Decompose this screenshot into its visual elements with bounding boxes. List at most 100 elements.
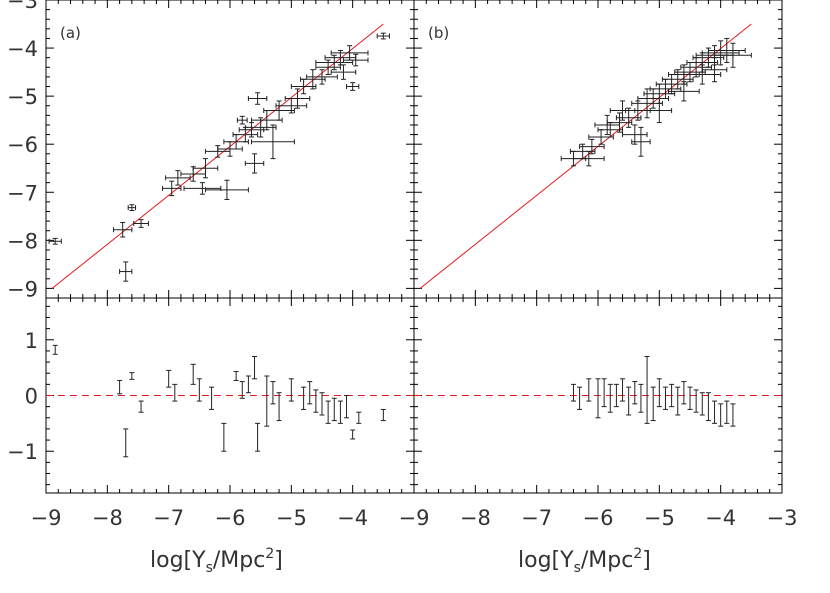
panel-a-residual-point <box>331 397 337 422</box>
panel-a-data-point <box>342 53 369 67</box>
panel-a-residual-point <box>350 429 356 440</box>
axes-text: −9 −8 −7 −6 −5 −4 −3 −1 0 1 −9 −8 −7 −6 −5 −4 −9 −8 −7 −6 −5… <box>7 0 797 530</box>
panel-a-top-plot <box>45 0 415 299</box>
x-tick-label: −6 <box>215 506 246 530</box>
panel-b-residual-point <box>577 386 583 410</box>
panel-a-residual-point <box>255 422 261 452</box>
panel-b-residual-point <box>620 378 626 402</box>
panel-a-data-point <box>244 153 265 174</box>
panel-b-data-point <box>701 57 728 83</box>
panel-b-data-point <box>701 40 740 66</box>
panel-b-residual-point <box>699 392 705 416</box>
y-tick-label: −8 <box>7 229 38 253</box>
x-axis-label-b: log[Ys/Mpc2] <box>518 546 651 576</box>
y-tick-label: −7 <box>7 181 38 205</box>
panel-a-data-point <box>238 122 265 138</box>
panel-a-data-point <box>250 124 295 160</box>
panel-a-residual-point <box>252 356 258 380</box>
panel-a-data-point <box>346 82 360 91</box>
x-tick-label: −9 <box>399 506 430 530</box>
panel-a-residual-point <box>166 369 172 388</box>
panel-b-residual-point <box>626 386 632 416</box>
x-tick-label: −4 <box>705 506 736 530</box>
x-tick-label: −6 <box>583 506 614 530</box>
panel-b-data-point <box>609 100 636 121</box>
y-tick-label: −6 <box>7 133 38 157</box>
panel-b-residual-point <box>613 383 619 408</box>
x-tick-label: −7 <box>153 506 184 530</box>
panel-b-residual-point <box>718 403 724 427</box>
panel-a-data-point <box>247 92 268 105</box>
panel-b-residual-point <box>644 356 650 424</box>
panel-a-data-point <box>376 32 390 40</box>
panel-a-data-point <box>162 180 182 197</box>
x-axis-label-a: log[Ys/Mpc2] <box>150 546 283 576</box>
panel-b-residual-point <box>687 386 693 410</box>
x-tick-label: −3 <box>767 506 798 530</box>
panel-b-data-point <box>668 81 700 102</box>
residual-y-tick-label: 0 <box>25 385 38 409</box>
x-tick-label: −8 <box>92 506 123 530</box>
panel-b-residual-plot <box>413 297 783 494</box>
panel-a-label: (a) <box>60 24 81 42</box>
panel-a-data-point <box>284 88 311 109</box>
panel-a-residual-point <box>301 386 307 410</box>
y-tick-label: −9 <box>7 277 38 301</box>
panel-a-residual-point <box>123 428 129 458</box>
panel-a-residual-point <box>52 344 58 355</box>
panel-a-residual-point <box>264 375 270 427</box>
panel-a-data-point <box>112 222 133 238</box>
panel-a-residual-point <box>344 395 350 419</box>
panel-a-residual-point <box>221 422 227 452</box>
panel-b-residual-point <box>656 378 662 408</box>
panel-b-data-point <box>707 37 746 63</box>
panel-a-data-point <box>244 117 277 138</box>
panel-a-residual-point <box>138 400 144 413</box>
x-tick-label: −7 <box>521 506 552 530</box>
panel-b-residual-point <box>595 378 601 419</box>
panel-b-residual-point <box>712 400 718 424</box>
panel-b-data-point <box>594 114 620 136</box>
panel-a-data-point <box>48 237 62 245</box>
panel-b-data-point <box>661 69 694 90</box>
panel-b-residual-point <box>724 400 730 424</box>
panel-b-data-point <box>579 138 605 155</box>
panel-a-data-point <box>300 69 326 90</box>
panel-a-residual-point <box>319 392 325 416</box>
panel-b-label: (b) <box>428 24 449 42</box>
panel-a-data-point <box>192 158 219 179</box>
panel-a-residual-point <box>325 400 331 424</box>
panel-a-data-point <box>119 261 133 282</box>
panel-b-residual-point <box>693 389 699 413</box>
panel-a-residual-point <box>190 363 196 385</box>
panel-b-residual-point <box>675 386 681 416</box>
y-tick-label: −5 <box>7 85 38 109</box>
panel-b-residual-point <box>586 378 592 402</box>
panel-b-residual-point <box>632 381 638 405</box>
panel-a-residual-point <box>313 389 319 413</box>
residual-y-tick-label: −1 <box>7 440 38 464</box>
x-tick-label: −9 <box>31 506 62 530</box>
panel-a-data-point <box>127 204 137 212</box>
panel-b-data-point <box>615 107 642 128</box>
panel-a-data-point <box>204 179 249 200</box>
panel-b-residual-point <box>601 378 607 408</box>
panel-b-residual-point <box>650 386 656 422</box>
panel-a-residual-point <box>356 411 362 424</box>
panel-a-residual-point <box>209 386 215 410</box>
panel-b-residual-point <box>669 383 675 408</box>
panel-a-data-point <box>183 182 222 195</box>
panel-a-data-point <box>165 170 191 186</box>
panel-a-residual-point <box>270 381 276 405</box>
y-tick-label: −4 <box>7 37 38 61</box>
panel-b-top-plot <box>413 0 783 299</box>
panel-a-residual-point <box>307 381 313 405</box>
panel-b-residual-point <box>570 383 576 402</box>
panel-b-data-point <box>622 124 648 145</box>
panel-b-data-point <box>631 126 651 157</box>
panel-a-data-point <box>315 54 354 71</box>
x-tick-label: −4 <box>337 506 368 530</box>
panel-a-residual-point <box>337 400 343 424</box>
panel-b-data-point <box>714 42 752 68</box>
